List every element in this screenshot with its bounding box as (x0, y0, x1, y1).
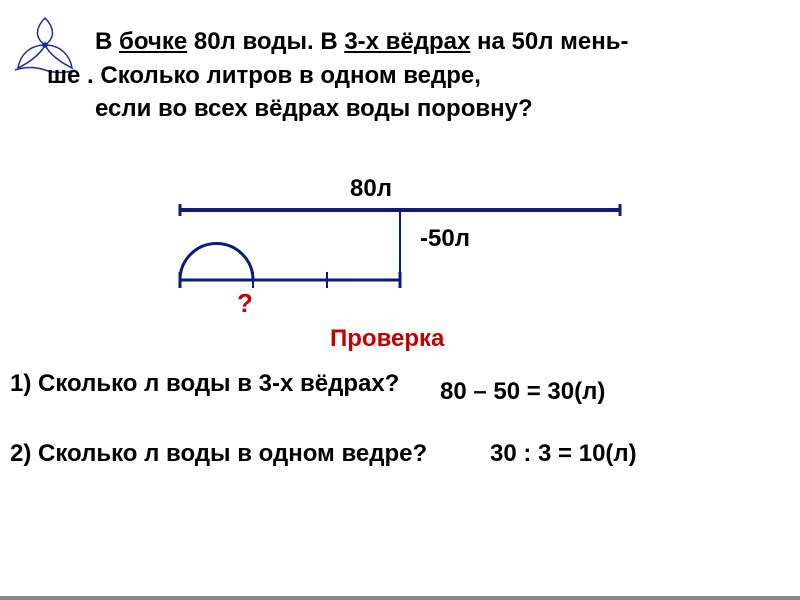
bottom-border (0, 596, 800, 600)
text: В (95, 28, 119, 55)
diagram-label-minus50: -50л (420, 225, 470, 253)
answer-2: 30 : 3 = 10(л) (490, 440, 637, 468)
answer-1: 80 – 50 = 30(л) (440, 378, 605, 406)
text: на 50л мень- (470, 28, 628, 55)
question-1: 1) Сколько л воды в 3-х вёдрах? (10, 370, 399, 398)
problem-statement: В бочке 80л воды. В 3-х вёдрах на 50л ме… (95, 25, 775, 126)
underlined-word: бочке (119, 28, 187, 55)
text: 80л воды. В (187, 28, 344, 55)
diagram-label-80: 80л (350, 175, 392, 203)
underlined-word: 3-х вёдрах (344, 28, 470, 55)
question-2: 2) Сколько л воды в одном ведре? (10, 440, 427, 468)
text: . Сколько литров в одном ведре, (80, 62, 481, 89)
diagram-label-question: ? (237, 288, 253, 319)
text: если во всех вёдрах воды поровну? (95, 92, 775, 126)
check-label: Проверка (330, 325, 444, 353)
text: ше (47, 62, 80, 89)
